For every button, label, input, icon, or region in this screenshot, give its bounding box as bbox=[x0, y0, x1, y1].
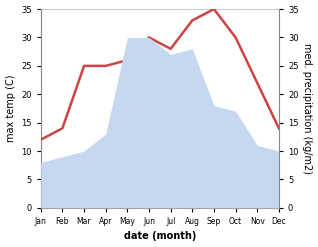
Y-axis label: med. precipitation (kg/m2): med. precipitation (kg/m2) bbox=[302, 43, 313, 174]
X-axis label: date (month): date (month) bbox=[124, 231, 196, 242]
Y-axis label: max temp (C): max temp (C) bbox=[5, 75, 16, 142]
